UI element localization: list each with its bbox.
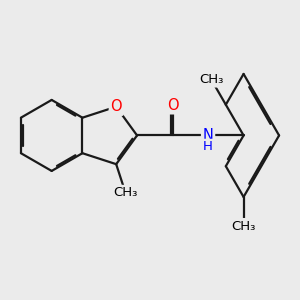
- Text: CH₃: CH₃: [199, 73, 224, 86]
- Text: CH₃: CH₃: [231, 220, 256, 232]
- Text: CH₃: CH₃: [113, 186, 138, 200]
- Text: N: N: [202, 128, 214, 143]
- Text: O: O: [167, 98, 178, 113]
- Text: O: O: [110, 99, 122, 114]
- Text: H: H: [203, 140, 213, 153]
